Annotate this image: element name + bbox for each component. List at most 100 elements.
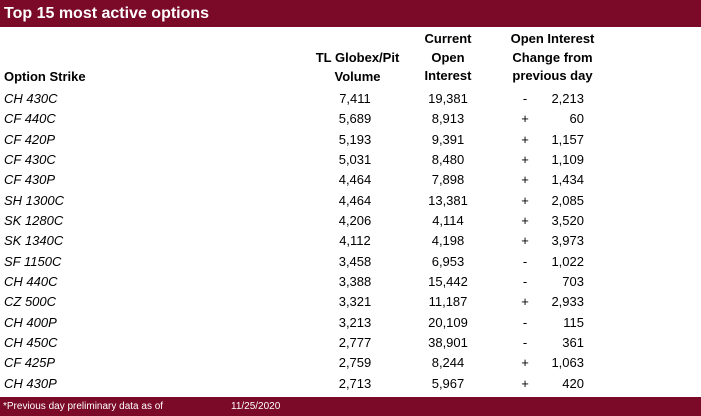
volume-cell: 4,112 <box>339 233 371 249</box>
oi-change-cell: 1,109 <box>551 152 584 168</box>
option-strike-cell: CH 450C <box>4 335 58 351</box>
oi-change-cell: 1,157 <box>551 131 584 147</box>
header-oi-line1: Current <box>424 31 472 46</box>
option-strike-cell: SK 1280C <box>4 213 64 229</box>
change-sign-cell: + <box>521 152 529 168</box>
option-strike-cell: CH 440C <box>4 274 58 290</box>
open-interest-cell: 8,913 <box>431 111 465 127</box>
change-sign-cell: + <box>521 233 529 249</box>
header-oi-line2: Open <box>431 49 465 65</box>
open-interest-cell: 6,953 <box>431 253 465 269</box>
table-row: CF 430C 5,031 8,480 +1,109 <box>0 150 701 170</box>
header-open-interest: Current Open Interest <box>403 30 493 86</box>
options-table-body: CH 430C 7,411 19,381 - 2,213 CF 440C 5,689 8,91… <box>0 89 701 394</box>
table-row: SK 1280C 4,206 4,114 +3,520 <box>0 211 701 231</box>
change-sign-cell: + <box>521 192 529 208</box>
option-strike-cell: CF 430P <box>4 172 56 188</box>
oi-change-cell: 361 <box>562 335 584 351</box>
header-volume-line2: Volume <box>334 68 381 84</box>
option-strike-cell: CH 430C <box>4 91 58 106</box>
oi-change-cell: 2,213 <box>551 91 584 106</box>
option-strike-cell: CH 430P <box>4 375 57 391</box>
footer-note: *Previous day preliminary data as of <box>3 401 164 412</box>
footer-bar: *Previous day preliminary data as of 11/… <box>0 397 701 416</box>
volume-cell: 5,689 <box>338 111 372 127</box>
oi-change-cell: 2,085 <box>551 192 584 208</box>
table-row: CH 430C 7,411 19,381 - 2,213 <box>0 89 701 109</box>
option-strike-cell: CF 420P <box>4 131 56 147</box>
footer-date: 11/25/2020 <box>231 401 281 412</box>
oi-change-cell: 60 <box>569 111 584 127</box>
table-row: SH 1300C 4,464 13,381 +2,085 <box>0 191 701 211</box>
volume-cell: 3,458 <box>338 253 372 269</box>
open-interest-cell: 20,109 <box>428 314 468 330</box>
header-change-line3: previous day <box>512 68 593 83</box>
table-row: SK 1340C 4,112 4,198 +3,973 <box>0 231 701 251</box>
table-row: CF 420P 5,193 9,391 +1,157 <box>0 130 701 150</box>
header-volume-line1: TL Globex/Pit <box>315 50 400 65</box>
oi-change-cell: 115 <box>563 314 584 330</box>
change-sign-cell: + <box>521 375 529 391</box>
header-change-line1: Open Interest <box>510 31 595 46</box>
change-sign-cell: + <box>521 111 529 127</box>
volume-cell: 2,759 <box>338 355 372 371</box>
option-strike-cell: SF 1150C <box>4 253 62 269</box>
oi-change-cell: 3,973 <box>551 233 584 249</box>
table-row: CF 430P 4,464 7,898 +1,434 <box>0 170 701 190</box>
header-oi-change: Open Interest Change from previous day <box>490 30 615 86</box>
table-row: CF 440C 5,689 8,913 +60 <box>0 109 701 129</box>
oi-change-cell: 420 <box>562 375 584 391</box>
volume-cell: 3,213 <box>338 314 372 330</box>
oi-change-cell: 1,022 <box>551 253 584 269</box>
volume-cell: 3,388 <box>338 274 372 290</box>
open-interest-cell: 11,187 <box>428 294 468 310</box>
header-option-strike: Option Strike <box>4 69 86 84</box>
option-strike-cell: CZ 500C <box>4 294 57 310</box>
change-sign-cell: - <box>522 274 528 290</box>
open-interest-cell: 4,114 <box>432 213 464 229</box>
header-volume: TL Globex/Pit Volume <box>300 49 415 86</box>
header-change-line2: Change from <box>512 49 593 65</box>
volume-cell: 4,464 <box>338 192 372 208</box>
open-interest-cell: 19,381 <box>428 91 468 106</box>
open-interest-cell: 15,442 <box>428 274 468 290</box>
open-interest-cell: 5,967 <box>431 375 465 391</box>
oi-change-cell: 3,520 <box>551 213 584 229</box>
table-row: CH 400P 3,213 20,109 - 115 <box>0 313 701 333</box>
change-sign-cell: + <box>521 131 529 147</box>
table-row: CF 425P 2,759 8,244 +1,063 <box>0 353 701 373</box>
volume-cell: 7,411 <box>339 91 371 106</box>
volume-cell: 5,031 <box>338 152 372 168</box>
volume-cell: 2,713 <box>338 375 372 391</box>
table-row: CH 430P 2,713 5,967 +420 <box>0 374 701 394</box>
volume-cell: 2,777 <box>338 335 372 351</box>
change-sign-cell: + <box>521 355 529 371</box>
volume-cell: 3,321 <box>338 294 372 310</box>
option-strike-cell: CF 425P <box>4 355 56 371</box>
change-sign-cell: + <box>521 213 529 229</box>
oi-change-cell: 2,933 <box>551 294 584 310</box>
change-sign-cell: - <box>522 314 528 330</box>
change-sign-cell: + <box>521 294 529 310</box>
option-strike-cell: SH 1300C <box>4 192 64 208</box>
option-strike-cell: CF 430C <box>4 152 56 168</box>
header-oi-line3: Interest <box>424 68 472 83</box>
volume-cell: 4,464 <box>338 172 372 188</box>
change-sign-cell: + <box>521 172 529 188</box>
change-sign-cell: - <box>522 253 528 269</box>
oi-change-cell: 1,063 <box>551 355 584 371</box>
volume-cell: 5,193 <box>338 131 372 147</box>
option-strike-cell: CF 440C <box>4 111 56 127</box>
table-row: CZ 500C 3,321 11,187 +2,933 <box>0 292 701 312</box>
open-interest-cell: 13,381 <box>428 192 468 208</box>
table-row: CH 440C 3,388 15,442 - 703 <box>0 272 701 292</box>
table-row: SF 1150C 3,458 6,953 - 1,022 <box>0 252 701 272</box>
option-strike-cell: CH 400P <box>4 314 57 330</box>
open-interest-cell: 38,901 <box>428 335 468 351</box>
oi-change-cell: 1,434 <box>551 172 584 188</box>
change-sign-cell: - <box>522 91 528 106</box>
table-row: CH 450C 2,777 38,901 - 361 <box>0 333 701 353</box>
open-interest-cell: 8,480 <box>431 152 465 168</box>
oi-change-cell: 703 <box>562 274 584 290</box>
table-title: Top 15 most active options <box>0 0 701 27</box>
